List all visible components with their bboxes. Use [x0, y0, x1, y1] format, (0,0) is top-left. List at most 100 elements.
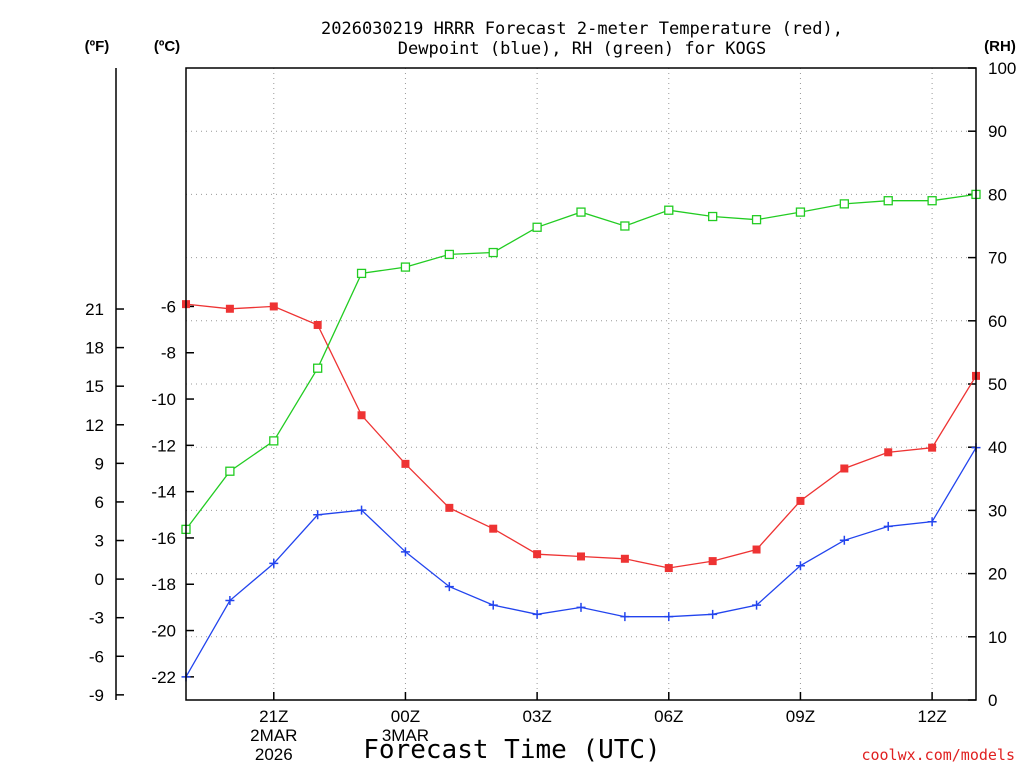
time-tick-label: 06Z [654, 707, 683, 726]
rh-point [532, 222, 542, 232]
rh-series [181, 189, 981, 535]
temperature-point [577, 552, 585, 561]
fahrenheit-tick-label: -3 [89, 609, 104, 628]
dewpoint-point [532, 609, 542, 619]
rh-point [444, 249, 454, 260]
dewpoint-point [927, 517, 937, 527]
temperature-point [357, 411, 366, 420]
gridlines [186, 68, 976, 700]
dewpoint-point [400, 547, 410, 557]
fahrenheit-tick-label: 12 [85, 416, 104, 435]
rh-tick-label: 70 [988, 249, 1007, 268]
temperature-point [664, 564, 673, 573]
fahrenheit-tick-label: 15 [85, 377, 104, 396]
temperature-point [445, 503, 454, 512]
temperature-point [269, 302, 278, 311]
rh-tick-label: 30 [988, 501, 1007, 520]
time-tick-label: 09Z [786, 707, 815, 726]
time-tick-label: 12Z [917, 707, 946, 726]
temperature-line [185, 303, 977, 569]
temperature-point [225, 304, 234, 313]
rh-point [708, 211, 718, 222]
celsius-tick-label: -8 [161, 344, 176, 363]
dewpoint-point [225, 595, 235, 605]
dewpoint-point [357, 505, 367, 515]
rh-point [269, 436, 279, 446]
rh-tick-label: 10 [988, 628, 1007, 647]
temperature-point [752, 545, 761, 554]
rh-axis-ticks: 0 10 20 30 40 50 60 70 80 90 100 [968, 59, 1016, 710]
series-layer [181, 189, 981, 682]
rh-point [751, 215, 762, 225]
dewpoint-point [752, 600, 762, 610]
rh-point [356, 268, 367, 279]
rh-tick-label: 50 [988, 375, 1007, 394]
fahrenheit-tick-label: 18 [85, 339, 104, 358]
celsius-tick-label: -14 [151, 483, 176, 502]
rh-point [400, 262, 411, 272]
temperature-point [489, 524, 498, 533]
dewpoint-point [576, 602, 586, 612]
rh-point [488, 247, 498, 258]
dewpoint-point [269, 558, 279, 568]
dewpoint-point [313, 510, 323, 520]
rh-tick-label: 90 [988, 122, 1007, 141]
temperature-point [840, 464, 849, 473]
chart-title-line1: 2026030219 HRRR Forecast 2-meter Tempera… [321, 19, 843, 39]
dewpoint-point [620, 612, 630, 622]
celsius-tick-label: -22 [151, 668, 176, 687]
rh-point [664, 205, 674, 215]
celsius-unit-label: (ºC) [154, 38, 180, 55]
time-tick-date: 3MAR [382, 726, 429, 745]
celsius-tick-label: -12 [151, 436, 176, 455]
rh-point [576, 207, 586, 217]
fahrenheit-tick-label: 21 [85, 300, 104, 319]
rh-point [839, 199, 849, 209]
time-tick-year: 2026 [255, 745, 293, 764]
rh-point [927, 196, 937, 206]
dewpoint-point [883, 521, 893, 531]
dewpoint-point [664, 612, 674, 622]
x-axis-label: Forecast Time (UTC) [363, 735, 660, 765]
dewpoint-point [708, 609, 718, 619]
dewpoint-series [181, 443, 981, 682]
rh-line [185, 193, 977, 530]
rh-tick-label: 100 [988, 59, 1016, 78]
temperature-point [928, 443, 937, 452]
rh-tick-label: 80 [988, 185, 1007, 204]
dewpoint-point [488, 600, 498, 610]
celsius-tick-label: -6 [161, 297, 176, 316]
dewpoint-point [795, 561, 805, 571]
fahrenheit-tick-label: 6 [95, 493, 104, 512]
dewpoint-point [444, 582, 454, 592]
dewpoint-point [839, 535, 849, 545]
fahrenheit-tick-label: 3 [95, 532, 104, 551]
celsius-tick-label: -18 [151, 575, 176, 594]
time-tick-label: 03Z [522, 707, 551, 726]
celsius-axis-ticks: -22 -20 -18 -16 -14 -12 -10 -8 -6 [151, 297, 194, 687]
temperature-point [620, 554, 629, 563]
temperature-point [533, 550, 542, 559]
temperature-point [884, 448, 893, 457]
rh-tick-label: 0 [988, 691, 997, 710]
rh-tick-label: 40 [988, 438, 1007, 457]
celsius-tick-label: -10 [151, 390, 176, 409]
fahrenheit-tick-label: -6 [89, 647, 104, 666]
credit-text: coolwx.com/models [861, 746, 1015, 764]
temperature-series [182, 300, 980, 573]
celsius-tick-label: -20 [151, 622, 176, 641]
rh-point [313, 363, 323, 373]
rh-point [795, 207, 806, 217]
temperature-point [796, 496, 805, 505]
rh-point [225, 466, 235, 476]
time-tick-label: 21Z [259, 707, 288, 726]
fahrenheit-tick-label: -9 [89, 686, 104, 705]
fahrenheit-tick-label: 9 [95, 454, 104, 473]
rh-point [620, 221, 630, 231]
plot-frame [185, 67, 977, 701]
dewpoint-line [185, 447, 977, 678]
time-tick-date: 2MAR [250, 726, 297, 745]
rh-point [883, 196, 893, 206]
celsius-tick-label: -16 [151, 529, 176, 548]
